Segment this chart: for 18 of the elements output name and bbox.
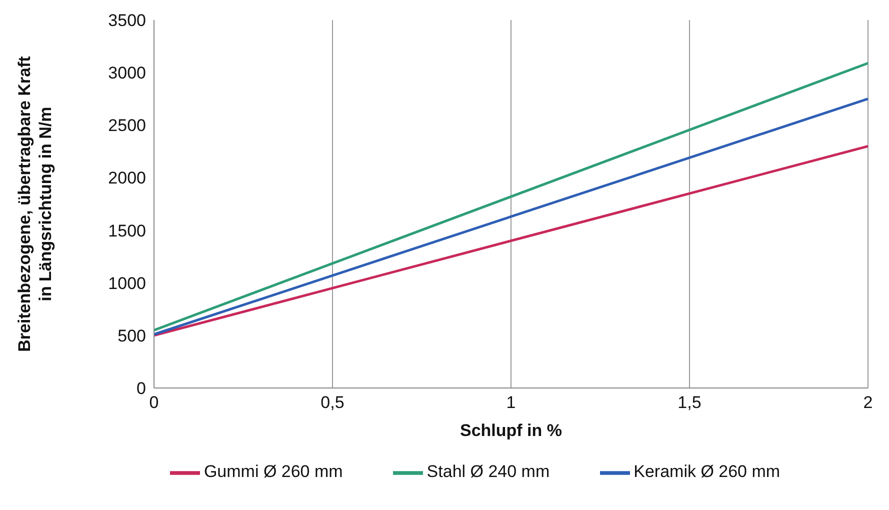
y-tick-label: 1500 bbox=[108, 221, 146, 240]
y-tick-label: 3500 bbox=[108, 11, 146, 30]
x-tick-label: 0 bbox=[149, 393, 159, 412]
x-tick-label: 2 bbox=[863, 393, 873, 412]
legend-label: Stahl Ø 240 mm bbox=[426, 462, 550, 482]
y-tick-label: 500 bbox=[118, 326, 146, 346]
y-tick-label: 0 bbox=[136, 379, 146, 398]
y-tick-label: 3000 bbox=[108, 64, 146, 83]
x-tick-label: 1,5 bbox=[678, 393, 702, 412]
x-tick-label: 0,5 bbox=[320, 393, 344, 412]
x-tick-label: 1 bbox=[506, 393, 516, 412]
y-tick-label: 2500 bbox=[108, 116, 146, 136]
y-tick-label: 1000 bbox=[108, 274, 146, 293]
y-tick-label: 2000 bbox=[108, 168, 146, 188]
legend-label: Keramik Ø 260 mm bbox=[634, 462, 780, 482]
x-axis-title: Schlupf in % bbox=[460, 421, 562, 440]
legend-label: Gummi Ø 260 mm bbox=[204, 462, 343, 482]
y-axis-title: Breitenbezogene, übertragbare Kraft in Längsrichtung in N/m bbox=[15, 56, 55, 352]
